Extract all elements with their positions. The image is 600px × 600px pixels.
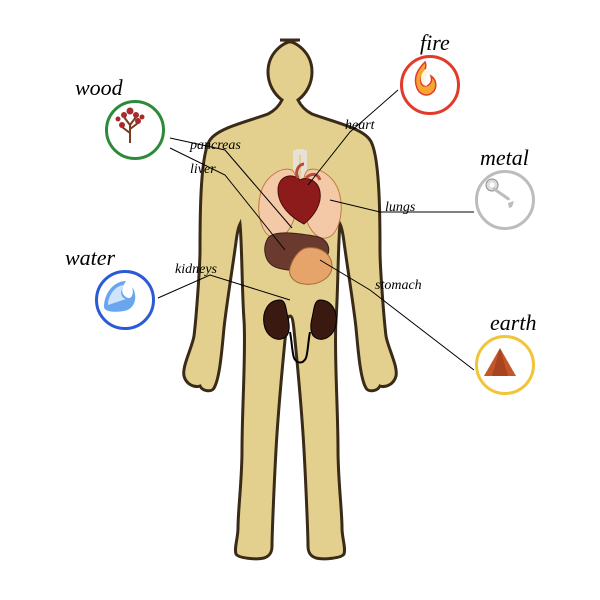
- element-wood-icon: [105, 100, 165, 160]
- label-water: water: [65, 245, 115, 271]
- organ-label-stomach: stomach: [375, 278, 422, 294]
- organ-label-liver: liver: [190, 162, 216, 178]
- organ-label-heart: heart: [345, 118, 375, 134]
- label-metal: metal: [480, 145, 529, 171]
- organ-label-pancreas: pancreas: [190, 138, 241, 154]
- organ-label-lungs: lungs: [385, 200, 415, 216]
- label-earth: earth: [490, 310, 536, 336]
- label-fire: fire: [420, 30, 450, 56]
- element-earth-icon: [475, 335, 535, 395]
- element-fire-icon: [400, 55, 460, 115]
- label-wood: wood: [75, 75, 123, 101]
- organ-label-kidneys: kidneys: [175, 262, 217, 278]
- element-metal-icon: [475, 170, 535, 230]
- element-water-icon: [95, 270, 155, 330]
- diagram-stage: fire metal earth wood water heart lungs …: [0, 0, 600, 600]
